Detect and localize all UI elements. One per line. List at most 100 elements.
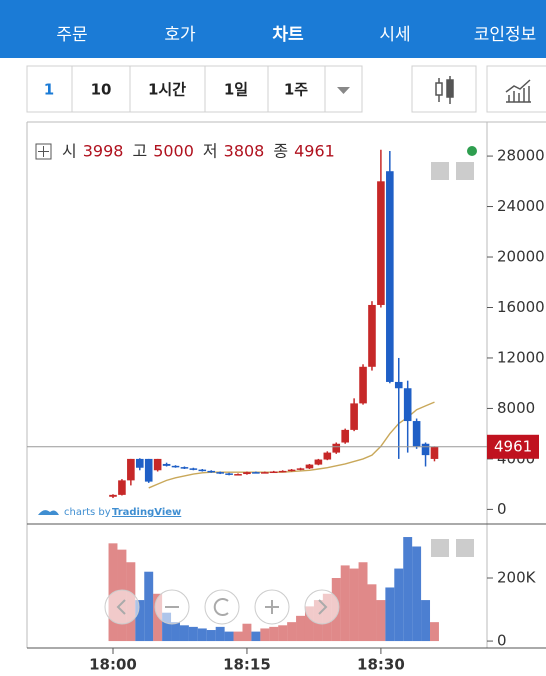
tradingview-logo: [38, 510, 59, 515]
volume-bar: [269, 626, 279, 642]
volume-bar: [260, 628, 270, 642]
candle-body: [261, 472, 269, 474]
candle-body: [386, 171, 394, 382]
candle-body: [377, 181, 385, 305]
volume-bar: [188, 626, 198, 642]
attribution-link[interactable]: TradingView: [112, 507, 181, 518]
candle-body: [368, 304, 376, 367]
button[interactable]: [129, 65, 206, 113]
volume-bar: [224, 631, 234, 642]
scroll-right[interactable]: [304, 589, 340, 625]
reset[interactable]: [204, 589, 240, 625]
candle-body: [314, 459, 323, 465]
status-dot: [467, 146, 477, 156]
nav-overlay-icons: [116, 598, 328, 616]
x-tick-label: 18:00: [89, 656, 137, 674]
volume-bar: [296, 615, 305, 642]
candle-body: [171, 465, 180, 468]
button[interactable]: [71, 65, 131, 113]
candle-body: [421, 443, 430, 456]
indicator-button[interactable]: [486, 65, 546, 113]
candle-body: [144, 458, 153, 482]
volume-bar: [215, 626, 225, 642]
interval[interactable]: 10: [91, 81, 112, 99]
interval[interactable]: 1시간: [148, 81, 186, 99]
y-tick-label: 24000: [497, 197, 545, 215]
candle-body: [323, 452, 332, 460]
volume-bar: [376, 600, 386, 642]
candle-body: [296, 468, 305, 470]
volume-bar: [144, 571, 154, 642]
candle-body: [403, 388, 412, 422]
tab[interactable]: 코인정보: [474, 25, 537, 45]
button[interactable]: [267, 65, 326, 113]
candle-body: [180, 467, 189, 469]
y-tick-label: 8000: [497, 399, 535, 417]
volume-bar: [421, 600, 431, 642]
candle-body: [198, 469, 207, 472]
candle-body: [189, 468, 198, 470]
volume-bar: [278, 625, 288, 642]
volume-bar: [242, 623, 252, 642]
volume-bar: [412, 546, 422, 642]
button[interactable]: [204, 65, 269, 113]
candle-body: [153, 458, 162, 471]
volume-bar: [206, 630, 216, 642]
volume-bar: [385, 587, 395, 642]
y-tick-label: 0: [497, 500, 507, 518]
volume-bar: [403, 537, 413, 642]
candle-type-button[interactable]: [411, 65, 477, 113]
scroll-left[interactable]: [104, 589, 140, 625]
tab[interactable]: 시세: [379, 25, 410, 45]
volume-bar: [430, 622, 439, 642]
interval[interactable]: 1일: [224, 81, 248, 99]
volume-bar: [340, 565, 350, 642]
y2-tick-label: 200K: [497, 569, 537, 587]
toolbar: [26, 65, 546, 113]
legend-icon: [35, 143, 52, 160]
volume-bar: [179, 625, 189, 642]
y-tick-label: 28000: [497, 147, 545, 165]
tab[interactable]: 주문: [56, 25, 87, 45]
volume-bar: [304, 606, 314, 642]
interval[interactable]: 1: [44, 81, 54, 99]
candle-body: [287, 469, 296, 472]
volume-bar: [135, 600, 145, 642]
candle-body: [109, 494, 117, 497]
y-tick-label: 12000: [497, 348, 545, 366]
nav-bar: [0, 0, 546, 58]
volume-bar: [349, 568, 359, 642]
candle-body: [430, 446, 439, 459]
candle-body: [234, 474, 242, 476]
moving-average: [148, 401, 435, 489]
candle-body: [135, 458, 144, 468]
y-tick-label: 20000: [497, 248, 545, 266]
volume-bar: [233, 631, 243, 642]
y2-tick-label: 0: [497, 632, 507, 650]
plot: 04000800012000160002000024000280000200K1…: [27, 142, 545, 674]
legend-value: 5000: [153, 142, 194, 161]
candle-body: [341, 429, 349, 443]
candle-body: [118, 480, 126, 495]
candle-body: [216, 472, 224, 474]
candle-body: [359, 366, 367, 404]
volume-bar: [367, 584, 377, 642]
interval[interactable]: 1주: [284, 81, 308, 99]
volume-bar: [162, 612, 172, 642]
legend-label: 시: [62, 142, 77, 161]
legend-value: 3808: [224, 142, 265, 161]
legend-label: 종: [273, 142, 288, 161]
button[interactable]: [26, 65, 73, 113]
candle-body: [394, 381, 403, 389]
tab-active[interactable]: 차트: [272, 25, 304, 45]
legend-label: 고: [132, 142, 147, 161]
candle-body: [127, 458, 135, 481]
candle-body: [305, 464, 314, 469]
tab[interactable]: 호가: [164, 25, 196, 45]
legend-label: 저: [203, 142, 218, 161]
scale-buttons: [431, 162, 474, 557]
volume-bar: [197, 628, 207, 642]
candle-body: [252, 472, 260, 474]
